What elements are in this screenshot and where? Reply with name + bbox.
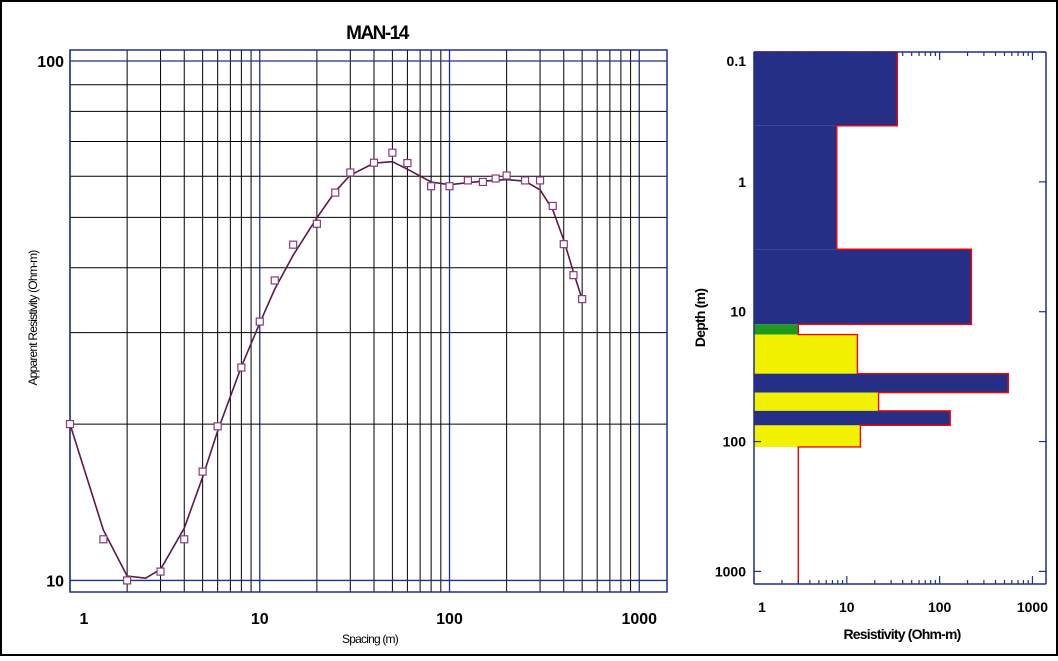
data-point [289,240,298,249]
data-point [535,176,545,185]
y-axis-label: Apparent Resistivity (Ohm-m) [26,250,40,386]
data-point [270,276,279,285]
y-tick-label: 100 [37,54,64,71]
data-point [569,271,578,280]
data-point [578,295,587,304]
model-y-tick-label: 0.1 [727,53,747,69]
sounding-data-points [65,148,587,585]
layer-model [754,51,1009,584]
x-tick-label: 100 [436,611,463,628]
model-y-tick-label: 1000 [715,563,746,579]
model-y-tick-label: 1 [738,174,746,190]
data-point [520,176,530,185]
layer-blue [754,125,837,250]
y-tick-label: 10 [46,573,64,590]
x-tick-label: 10 [251,611,269,628]
data-point [213,422,222,431]
data-point [463,176,473,185]
data-point [491,174,500,183]
plot-frame [69,49,668,593]
data-point [180,535,189,544]
data-point [478,177,488,187]
data-point [346,168,355,177]
data-point [237,363,246,372]
model-x-tick-label: 10 [839,599,855,615]
data-point [123,576,132,585]
data-point [331,188,340,197]
data-point [403,158,412,168]
data-point [312,219,321,228]
model-axes [753,51,1047,585]
data-point [99,535,108,544]
layer-blue [754,249,972,325]
data-point [427,182,436,191]
sounding-tick-labels: 1 10 100 1000 10 100 [37,54,657,628]
data-point [502,171,511,180]
layer-yellow [754,334,858,374]
chart-title: MAN-14 [346,23,410,44]
model-outline [754,51,1009,584]
layer-blue [754,410,951,426]
layer-green [754,324,799,335]
data-point [559,240,568,249]
model-x-tick-label: 1 [758,599,766,615]
model-x-axis-label: Resistivity (Ohm-m) [843,626,960,642]
layer-yellow [754,392,879,411]
data-point [198,467,207,476]
model-x-tick-label: 100 [928,599,952,615]
model-x-tick-label: 1000 [1017,599,1048,615]
model-tick-labels: 1 10 100 1000 0.1 1 10 100 1000 [715,53,1048,615]
layer-blue [754,52,898,126]
data-point [548,201,557,211]
data-point [388,148,397,157]
model-y-tick-label: 100 [723,434,747,450]
data-point [369,158,379,167]
x-tick-label: 1000 [621,611,657,628]
layer-yellow [754,425,861,447]
layer-blue [754,373,1009,393]
x-axis-label: Spacing (m) [342,632,399,646]
sounding-grid [69,50,667,592]
data-point [65,419,75,429]
x-tick-label: 1 [80,611,89,628]
model-y-axis-label: Depth (m) [692,289,708,347]
data-point [255,317,264,326]
sounding-axes [69,49,668,593]
data-point [445,182,454,191]
data-point [156,567,165,576]
model-y-tick-label: 10 [730,304,746,320]
